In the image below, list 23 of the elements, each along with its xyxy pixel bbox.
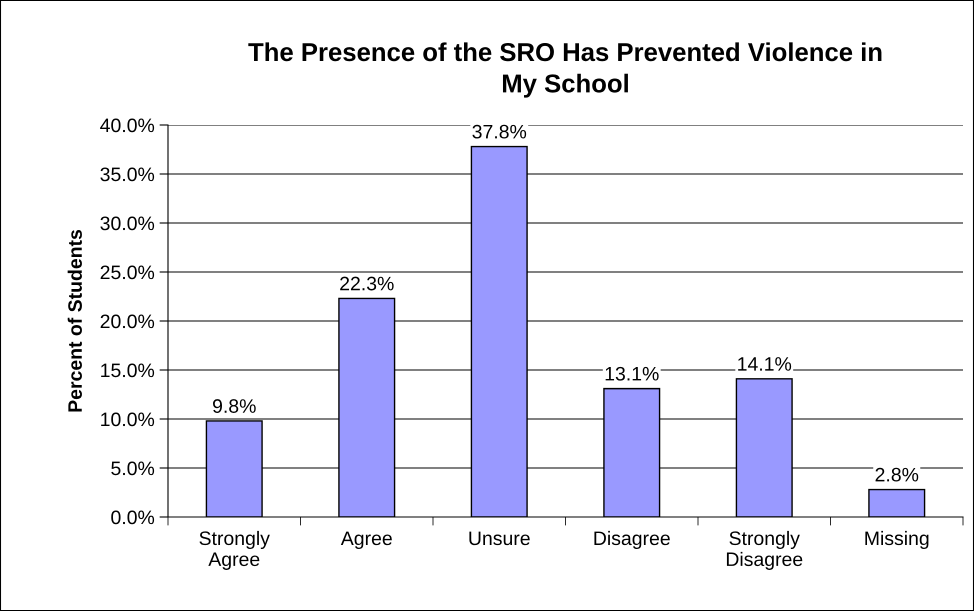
y-tick-label: 40.0%	[100, 118, 154, 132]
y-tick-label: 15.0%	[101, 363, 154, 378]
y-tick-label: 25.0%	[100, 265, 154, 280]
data-label: 22.3%	[340, 276, 394, 290]
y-tick-label: 20.0%	[100, 314, 154, 328]
data-label: 37.8%	[472, 124, 526, 139]
data-label: 14.1%	[738, 357, 792, 371]
y-axis-title: Percent of Students	[68, 230, 82, 412]
y-tick-label: 30.0%	[100, 216, 154, 230]
y-tick-label: 10.0%	[101, 412, 154, 426]
x-tick-label: Strongly Disagree	[726, 530, 802, 570]
chart-title: The Presence of the SRO Has Prevented Violence in My School	[248, 42, 882, 98]
y-tick-label: 5.0%	[111, 461, 154, 476]
data-label: 2.8%	[876, 468, 918, 482]
data-label: 13.1%	[606, 366, 659, 381]
x-tick-label: Missing	[865, 530, 928, 550]
x-tick-label: Strongly Agree	[199, 530, 270, 570]
x-tick-label: Unsure	[469, 532, 530, 546]
data-label: 9.8%	[213, 399, 256, 413]
y-tick-label: 0.0%	[111, 510, 154, 524]
y-tick-label: 35.0%	[100, 167, 154, 182]
x-tick-label: Disagree	[594, 530, 670, 550]
x-tick-label: Agree	[340, 532, 392, 550]
